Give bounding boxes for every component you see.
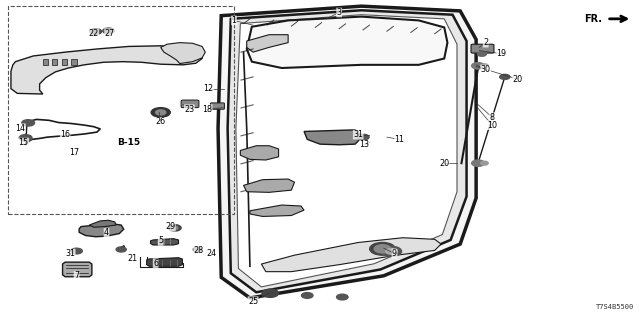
Text: 7: 7 (74, 271, 79, 280)
Circle shape (481, 64, 488, 68)
Circle shape (301, 292, 313, 298)
Text: 20: 20 (439, 159, 449, 168)
Circle shape (472, 63, 484, 69)
Polygon shape (246, 17, 447, 68)
Text: 31: 31 (353, 130, 364, 139)
Bar (62, 59, 67, 65)
Text: 10: 10 (487, 121, 497, 130)
Text: 1: 1 (232, 16, 236, 25)
Circle shape (370, 243, 395, 255)
Circle shape (358, 134, 369, 140)
Bar (52, 59, 58, 65)
Circle shape (472, 160, 484, 166)
Circle shape (156, 110, 166, 115)
Text: 29: 29 (165, 222, 175, 231)
Polygon shape (79, 223, 124, 237)
Circle shape (477, 52, 486, 56)
Bar (8, 6, 234, 214)
Text: 26: 26 (156, 117, 166, 126)
Text: 19: 19 (497, 49, 507, 58)
Circle shape (116, 247, 126, 252)
Circle shape (102, 28, 114, 34)
FancyBboxPatch shape (181, 100, 199, 108)
Polygon shape (63, 262, 92, 277)
Text: T7S4B5500: T7S4B5500 (596, 304, 634, 310)
Polygon shape (11, 46, 202, 94)
Circle shape (19, 135, 32, 141)
Text: 28: 28 (194, 246, 204, 255)
Circle shape (193, 247, 202, 252)
Text: 14: 14 (15, 124, 26, 133)
Circle shape (22, 120, 35, 126)
Circle shape (172, 226, 178, 229)
Circle shape (71, 248, 83, 254)
Polygon shape (228, 10, 467, 292)
Text: 4: 4 (104, 228, 109, 237)
Circle shape (168, 225, 181, 231)
Circle shape (481, 161, 488, 165)
Polygon shape (261, 238, 441, 272)
FancyBboxPatch shape (211, 103, 225, 109)
Text: 21: 21 (127, 254, 137, 263)
Text: 15: 15 (19, 138, 29, 147)
Polygon shape (161, 43, 205, 64)
Text: 17: 17 (70, 148, 80, 156)
Polygon shape (241, 146, 278, 160)
Bar (72, 59, 77, 65)
Circle shape (263, 290, 275, 295)
Circle shape (151, 108, 170, 117)
Text: 18: 18 (202, 105, 212, 114)
Text: 30: 30 (481, 65, 491, 74)
Polygon shape (246, 35, 288, 52)
Text: 5: 5 (158, 236, 163, 245)
Circle shape (337, 294, 348, 300)
Polygon shape (304, 130, 365, 145)
Text: 9: 9 (392, 249, 397, 258)
Text: 20: 20 (513, 75, 523, 84)
Circle shape (374, 245, 391, 253)
Polygon shape (90, 220, 116, 227)
Text: 24: 24 (207, 249, 217, 258)
Polygon shape (250, 205, 304, 216)
Text: 25: 25 (248, 297, 258, 306)
Circle shape (500, 74, 510, 79)
Text: B-15: B-15 (117, 138, 140, 147)
Text: 22: 22 (89, 28, 99, 38)
Polygon shape (147, 258, 182, 266)
Text: 11: 11 (395, 135, 404, 144)
Text: 2: 2 (483, 38, 488, 47)
Polygon shape (244, 179, 294, 192)
Text: 16: 16 (60, 130, 70, 139)
Circle shape (386, 249, 397, 254)
Polygon shape (236, 15, 457, 287)
Text: 13: 13 (360, 140, 370, 149)
Circle shape (90, 29, 101, 34)
Polygon shape (218, 6, 476, 298)
Text: 6: 6 (153, 259, 158, 268)
Bar (43, 59, 48, 65)
Text: 31: 31 (65, 249, 76, 258)
Text: 27: 27 (104, 28, 115, 38)
Circle shape (473, 161, 483, 166)
Text: 23: 23 (184, 105, 195, 114)
Text: FR.: FR. (584, 14, 602, 24)
Polygon shape (150, 239, 179, 245)
Text: 8: 8 (490, 113, 495, 122)
Text: 3: 3 (337, 8, 342, 17)
FancyBboxPatch shape (471, 44, 494, 53)
Circle shape (381, 246, 401, 256)
Text: 12: 12 (204, 84, 214, 93)
Circle shape (262, 289, 278, 297)
